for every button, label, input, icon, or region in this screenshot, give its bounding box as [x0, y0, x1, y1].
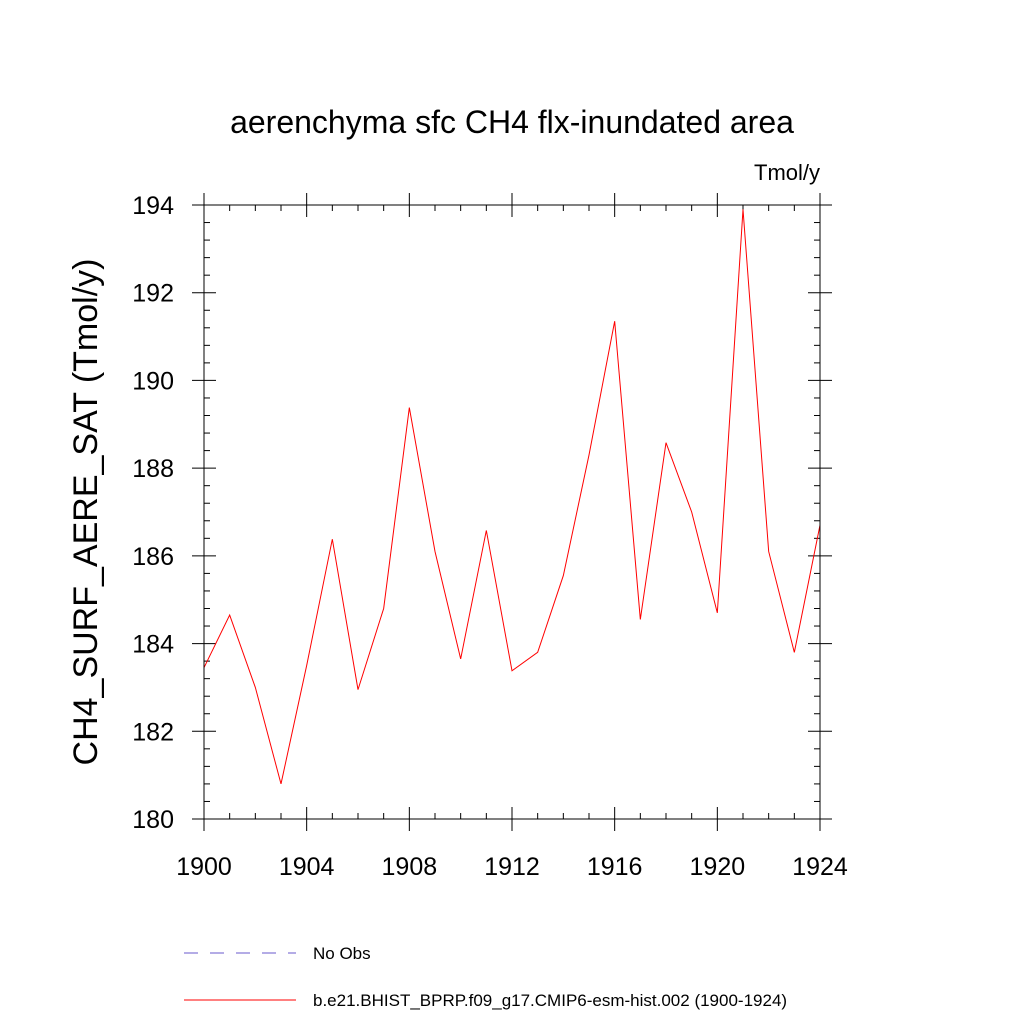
data-point	[229, 614, 230, 615]
data-point	[640, 619, 641, 620]
x-tick-label: 1908	[382, 853, 438, 881]
data-point	[563, 575, 564, 576]
y-tick-label: 188	[132, 455, 174, 483]
plot-frame	[203, 204, 821, 820]
x-tick-label: 1904	[279, 853, 335, 881]
y-tick-label: 180	[132, 806, 174, 834]
y-tick-label: 182	[132, 718, 174, 746]
legend-label-model-run: b.e21.BHIST_BPRP.f09_g17.CMIP6-esm-hist.…	[313, 991, 787, 1010]
x-tick-label: 1900	[176, 853, 232, 881]
data-point	[434, 551, 435, 552]
data-point	[332, 539, 333, 540]
data-point	[768, 551, 769, 552]
data-point	[511, 670, 512, 671]
data-point	[280, 783, 281, 784]
data-point	[614, 321, 615, 322]
data-point	[665, 442, 666, 443]
x-tick-label: 1924	[792, 853, 848, 881]
data-point	[537, 652, 538, 653]
data-point	[588, 454, 589, 455]
data-point	[717, 612, 718, 613]
data-point	[306, 665, 307, 666]
units-label: Tmol/y	[754, 160, 820, 185]
y-tick-label: 190	[132, 367, 174, 395]
y-tick-label: 186	[132, 543, 174, 571]
y-tick-label: 184	[132, 631, 174, 659]
data-point	[409, 407, 410, 408]
x-tick-label: 1916	[587, 853, 643, 881]
data-point	[383, 608, 384, 609]
x-tick-label: 1912	[484, 853, 540, 881]
legend: No Obs b.e21.BHIST_BPRP.f09_g17.CMIP6-es…	[184, 944, 787, 1010]
legend-label-no-obs: No Obs	[313, 944, 371, 963]
plot-area: 1900 1904 1908 1912 1916 1920 1924 180 182 184 186…	[132, 192, 848, 881]
x-tick-label: 1920	[690, 853, 746, 881]
data-point	[255, 687, 256, 688]
data-point	[486, 530, 487, 531]
data-point	[691, 511, 692, 512]
data-point	[794, 652, 795, 653]
series-line-0	[203, 209, 821, 785]
chart-title: aerenchyma sfc CH4 flx-inundated area	[230, 104, 794, 140]
y-tick-label: 194	[132, 192, 174, 220]
y-axis-label: CH4_SURF_AERE_SAT (Tmol/y)	[67, 259, 105, 766]
data-point	[357, 689, 358, 690]
data-point	[742, 209, 743, 210]
data-point	[460, 658, 461, 659]
y-tick-label: 192	[132, 280, 174, 308]
